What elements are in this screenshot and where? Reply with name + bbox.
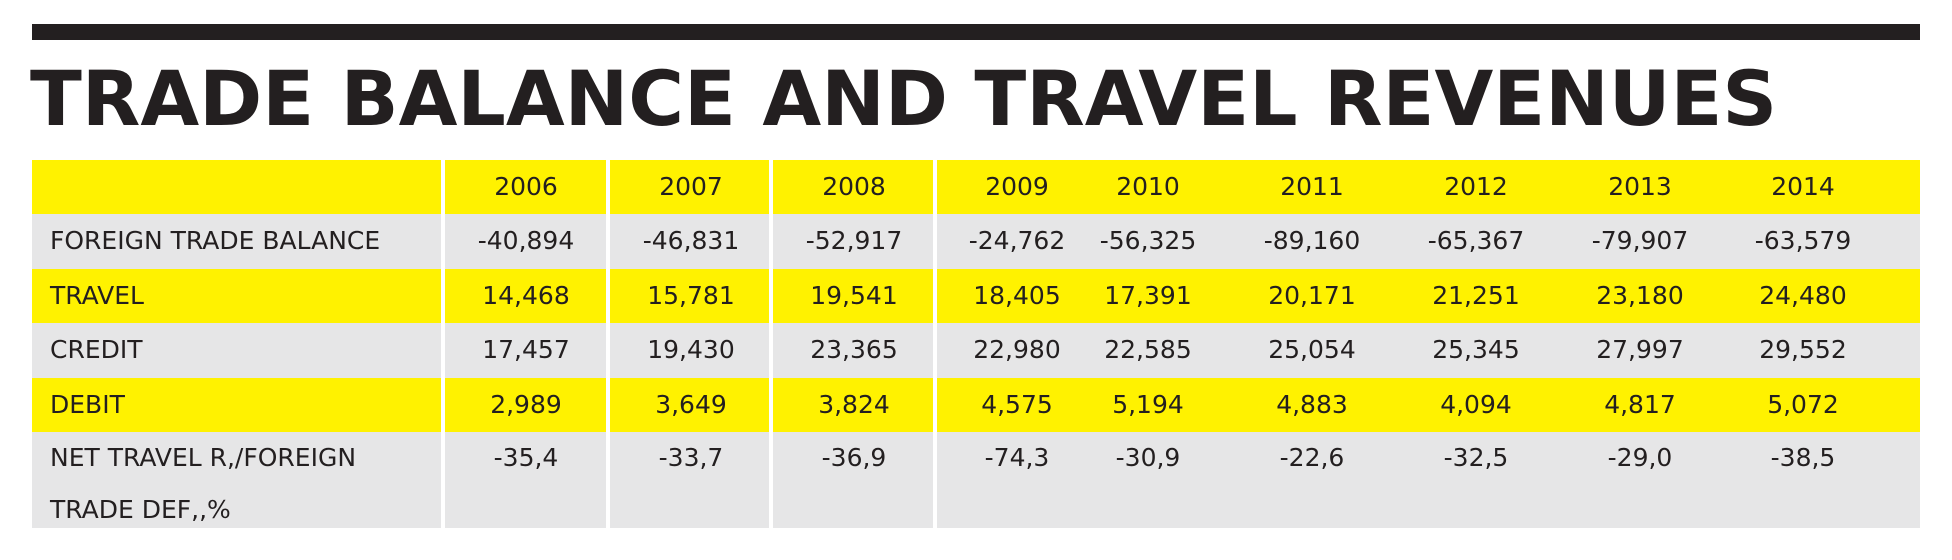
column-divider [769, 160, 773, 528]
table-cell: -24,762 [968, 226, 1066, 255]
year-header: 2009 [985, 172, 1049, 201]
year-header: 2013 [1608, 172, 1672, 201]
table-header-row: 2006 2007 2008 2009 2010 2011 2012 2013 … [32, 160, 1920, 214]
table-cell: -36,9 [821, 443, 887, 472]
table-cell: 17,457 [482, 335, 570, 364]
page-title: TRADE BALANCE AND TRAVEL REVENUES [30, 54, 1778, 143]
table-cell: -89,160 [1263, 226, 1361, 255]
row-label: CREDIT [50, 335, 143, 364]
table-cell: -65,367 [1427, 226, 1525, 255]
table-cell: 22,585 [1104, 335, 1192, 364]
table-row: NET TRAVEL R,/FOREIGN TRADE DEF,,% -35,4… [32, 432, 1920, 528]
table-cell: -74,3 [984, 443, 1050, 472]
column-divider [441, 160, 445, 528]
table-cell: -35,4 [493, 443, 559, 472]
row-label: TRAVEL [50, 281, 144, 310]
table-cell: -38,5 [1770, 443, 1836, 472]
year-header: 2008 [822, 172, 886, 201]
row-label: DEBIT [50, 390, 125, 419]
row-label-line: TRADE DEF,,% [50, 495, 231, 524]
table-cell: -46,831 [642, 226, 740, 255]
year-header: 2011 [1280, 172, 1344, 201]
table-cell: 25,345 [1432, 335, 1520, 364]
year-header: 2014 [1771, 172, 1835, 201]
table-cell: 21,251 [1432, 281, 1520, 310]
table-cell: 15,781 [647, 281, 735, 310]
table-cell: 3,649 [655, 390, 727, 419]
row-label: FOREIGN TRADE BALANCE [50, 226, 381, 255]
table-cell: 4,094 [1440, 390, 1512, 419]
table-cell: 5,072 [1767, 390, 1839, 419]
table-cell: 4,817 [1604, 390, 1676, 419]
table-cell: 3,824 [818, 390, 890, 419]
table-cell: 27,997 [1596, 335, 1684, 364]
year-header: 2012 [1444, 172, 1508, 201]
table-cell: -40,894 [477, 226, 575, 255]
table-cell: 19,430 [647, 335, 735, 364]
row-label: NET TRAVEL R,/FOREIGN TRADE DEF,,% [50, 432, 430, 536]
year-header: 2007 [659, 172, 723, 201]
table-cell: 4,883 [1276, 390, 1348, 419]
table-cell: 23,180 [1596, 281, 1684, 310]
table-cell: 4,575 [981, 390, 1053, 419]
top-rule [32, 24, 1920, 40]
table-cell: 25,054 [1268, 335, 1356, 364]
table-cell: -32,5 [1443, 443, 1509, 472]
table-cell: -33,7 [658, 443, 724, 472]
table-cell: 2,989 [490, 390, 562, 419]
row-label-line: NET TRAVEL R,/FOREIGN [50, 443, 357, 472]
table-row: FOREIGN TRADE BALANCE -40,894 -46,831 -5… [32, 214, 1920, 269]
table-row: DEBIT 2,989 3,649 3,824 4,575 5,194 4,88… [32, 378, 1920, 432]
table-cell: -29,0 [1607, 443, 1673, 472]
table-cell: 5,194 [1112, 390, 1184, 419]
table-cell: -30,9 [1115, 443, 1181, 472]
table-cell: -79,907 [1591, 226, 1689, 255]
column-divider [606, 160, 610, 528]
table-row: TRAVEL 14,468 15,781 19,541 18,405 17,39… [32, 269, 1920, 323]
table-row: CREDIT 17,457 19,430 23,365 22,980 22,58… [32, 323, 1920, 378]
table-cell: 17,391 [1104, 281, 1192, 310]
table-cell: -22,6 [1279, 443, 1345, 472]
table-cell: 14,468 [482, 281, 570, 310]
table-cell: 18,405 [973, 281, 1061, 310]
table-cell: 23,365 [810, 335, 898, 364]
table-cell: -63,579 [1754, 226, 1852, 255]
table-cell: 20,171 [1268, 281, 1356, 310]
table-cell: 19,541 [810, 281, 898, 310]
table-cell: 29,552 [1759, 335, 1847, 364]
year-header: 2010 [1116, 172, 1180, 201]
table-cell: -52,917 [805, 226, 903, 255]
table-cell: 24,480 [1759, 281, 1847, 310]
table-cell: -56,325 [1099, 226, 1197, 255]
table-cell: 22,980 [973, 335, 1061, 364]
column-divider [933, 160, 937, 528]
year-header: 2006 [494, 172, 558, 201]
